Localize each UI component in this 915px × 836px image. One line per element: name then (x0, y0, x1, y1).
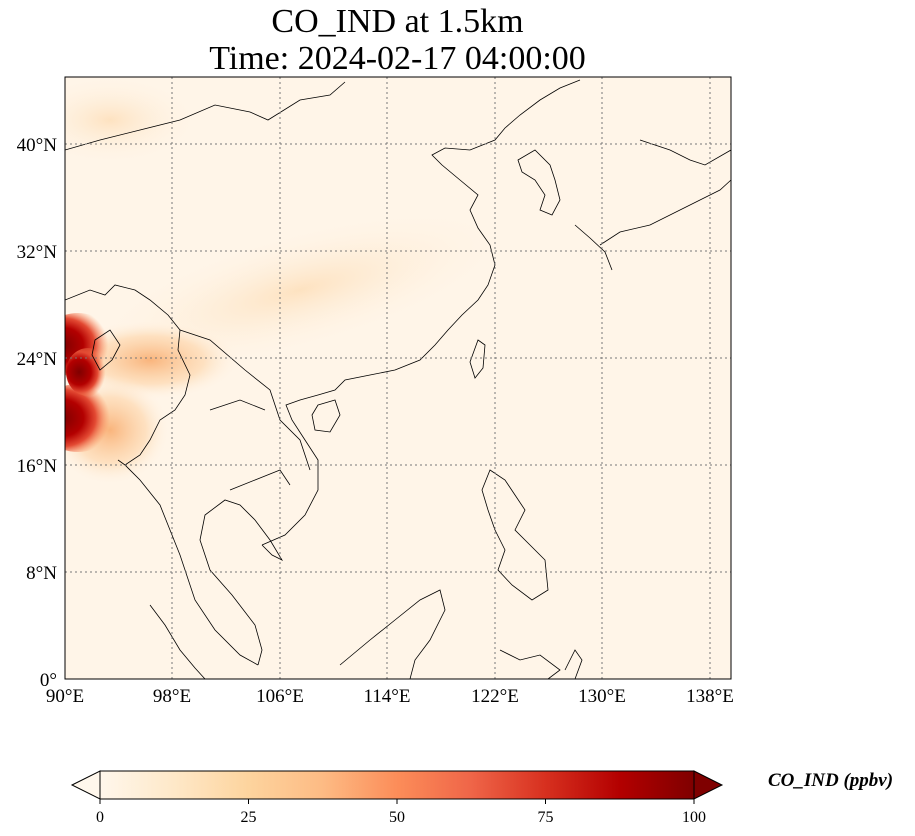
border-north (65, 81, 346, 151)
lon-tick-90: 90°E (46, 686, 84, 707)
coast-sulawesi (499, 649, 583, 679)
hotspot-south (65, 384, 118, 452)
coast-borneo (339, 589, 446, 679)
lat-tick-32: 32°N (17, 242, 58, 263)
colorbar: 0 25 50 75 100 (70, 770, 724, 826)
lon-tick-106: 106°E (256, 686, 304, 707)
colorbar-tick-100: 100 (682, 809, 706, 826)
coast-gulf-thailand (199, 499, 284, 666)
colorbar-extend-low (70, 770, 101, 800)
lon-tick-114: 114°E (364, 686, 411, 707)
gridlines (65, 77, 731, 679)
colorbar-tick-0: 0 (96, 809, 104, 826)
lon-tick-122: 122°E (471, 686, 519, 707)
coast-philippines (481, 469, 549, 601)
co-field-layer (65, 77, 731, 679)
lat-tick-0: 0° (40, 670, 57, 691)
coast-japan (574, 139, 731, 271)
border-indochina (179, 329, 311, 491)
hotspot-mid (66, 348, 110, 396)
coast-hainan (311, 399, 341, 433)
border-bangladesh (91, 329, 121, 371)
lat-tick-8: 8°N (26, 563, 57, 584)
colorbar-tick-50: 50 (389, 809, 405, 826)
plume-faint-north (65, 77, 200, 165)
coastline-layer (65, 79, 731, 679)
colorbar-tick-75: 75 (538, 809, 554, 826)
coast-sumatra (149, 604, 206, 679)
lon-tick-labels: 90°E 98°E 106°E 114°E 122°E 130°E 138°E (46, 686, 734, 707)
lon-tick-98: 98°E (153, 686, 191, 707)
lat-tick-16: 16°N (17, 456, 58, 477)
coast-china (261, 79, 581, 546)
coast-malay-west (124, 464, 259, 666)
colorbar-title: CO_IND (ppbv) (768, 770, 894, 791)
lat-tick-40: 40°N (17, 135, 58, 156)
border-myanmar (65, 284, 191, 466)
map-title-line1: CO_IND at 1.5km (271, 3, 524, 40)
lon-tick-130: 130°E (578, 686, 626, 707)
lon-tick-138: 138°E (686, 686, 734, 707)
coast-korea (517, 149, 561, 216)
lat-tick-labels: 0° 8°N 16°N 24°N 32°N 40°N (17, 135, 58, 691)
lat-tick-24: 24°N (17, 349, 58, 370)
map-title-line2: Time: 2024-02-17 04:00:00 (209, 40, 586, 77)
colorbar-gradient (99, 770, 695, 800)
map-frame (64, 76, 732, 680)
colorbar-extend-high (693, 770, 724, 800)
colorbar-tick-25: 25 (241, 809, 257, 826)
